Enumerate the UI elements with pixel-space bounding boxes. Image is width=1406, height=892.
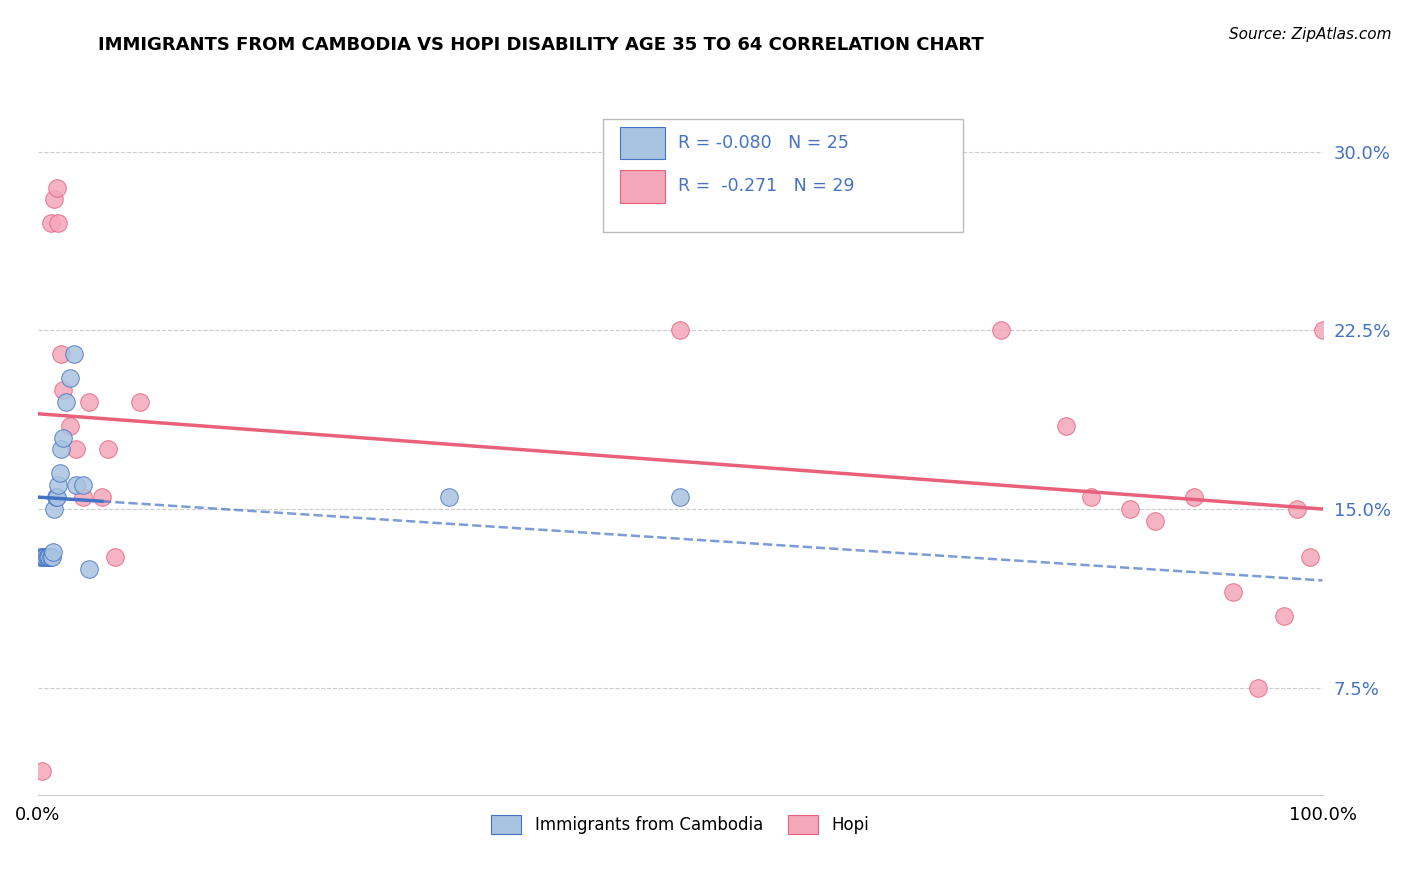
Point [65,478,87,492]
Point [46,216,69,230]
Point [37,549,59,564]
Point [72,478,94,492]
Point [1080,490,1102,504]
Point [797,180,820,194]
Point [31,764,53,778]
Point [46,478,69,492]
Point [1285,502,1308,516]
Point [34,549,56,564]
Point [55,395,77,409]
Point [30,549,52,564]
Point [46,180,69,194]
Point [1144,514,1167,528]
Point [39,216,62,230]
Point [41,549,63,564]
Point [59,371,82,385]
Bar [620,127,665,160]
Point [35,549,58,564]
Point [669,490,692,504]
Point [669,323,692,337]
Point [77,395,100,409]
Point [52,431,75,445]
Point [39,549,62,564]
Point [1298,549,1320,564]
Text: Source: ZipAtlas.com: Source: ZipAtlas.com [1229,27,1392,42]
Point [97,442,120,457]
Point [45,490,67,504]
Point [52,383,75,397]
Point [49,442,72,457]
Point [49,347,72,361]
Text: R = -0.080   N = 25: R = -0.080 N = 25 [678,134,848,152]
Point [31,549,53,564]
Point [59,418,82,433]
Point [1247,681,1270,695]
Bar [620,170,665,202]
Point [437,490,460,504]
Point [1272,609,1295,624]
Point [129,395,152,409]
Point [990,323,1012,337]
Point [44,193,66,207]
Point [72,490,94,504]
Point [1119,502,1142,516]
Point [77,561,100,575]
Point [44,502,66,516]
FancyBboxPatch shape [603,120,963,232]
Point [62,347,84,361]
Point [1182,490,1205,504]
Point [46,490,69,504]
Point [48,467,70,481]
Point [38,549,60,564]
Point [65,442,87,457]
Point [90,490,112,504]
Point [1312,323,1334,337]
Text: R =  -0.271   N = 29: R = -0.271 N = 29 [678,178,853,195]
Legend: Immigrants from Cambodia, Hopi: Immigrants from Cambodia, Hopi [481,805,879,845]
Text: IMMIGRANTS FROM CAMBODIA VS HOPI DISABILITY AGE 35 TO 64 CORRELATION CHART: IMMIGRANTS FROM CAMBODIA VS HOPI DISABIL… [98,36,984,54]
Point [1222,585,1244,599]
Point [32,549,55,564]
Point [104,549,127,564]
Point [1054,418,1077,433]
Point [42,545,65,559]
